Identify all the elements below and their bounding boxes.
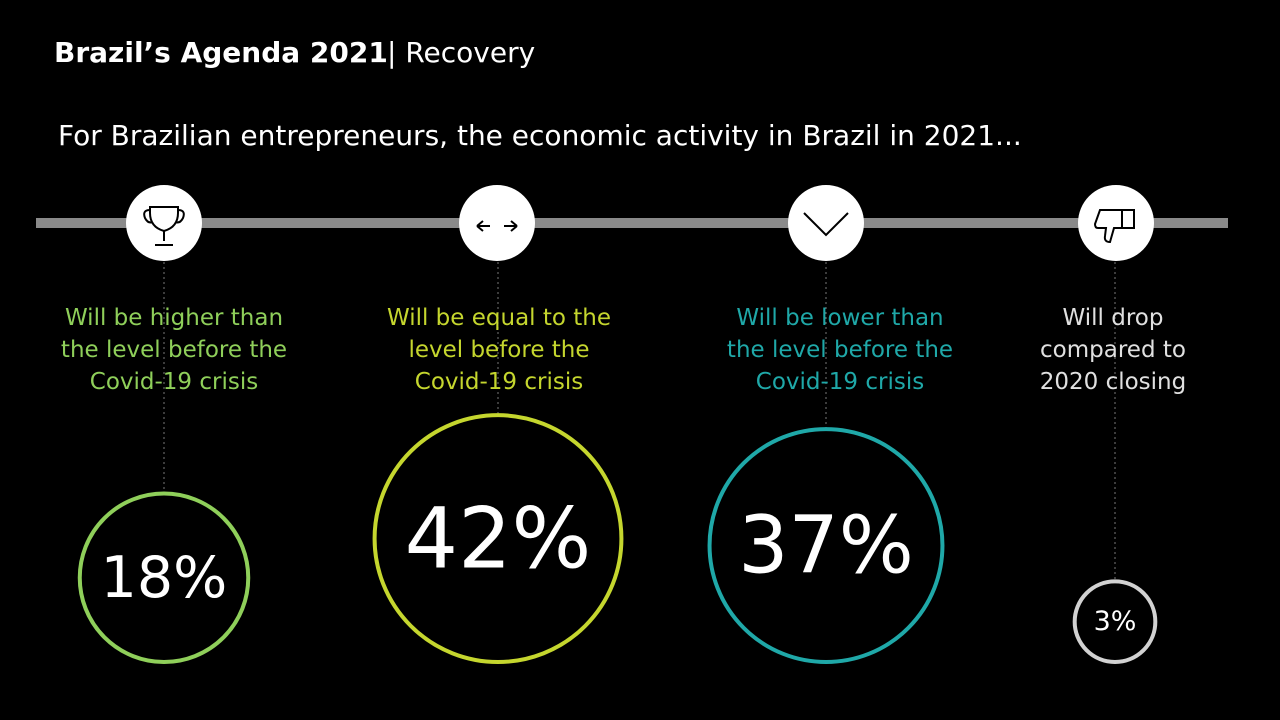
bubble xyxy=(707,427,945,664)
category-label: Will be higher than the level before the… xyxy=(60,305,288,395)
value-label: 42% xyxy=(405,490,592,588)
subtitle: For Brazilian entrepreneurs, the economi… xyxy=(58,119,1022,152)
bubble xyxy=(372,413,624,664)
category-label: Will be lower than the level before the … xyxy=(726,305,954,395)
value-label: 18% xyxy=(101,545,228,611)
bubble xyxy=(1072,579,1158,664)
category-label: Will be equal to the level before the Co… xyxy=(386,305,612,395)
icons xyxy=(126,185,1154,261)
value-label: 37% xyxy=(738,500,914,592)
title: Brazil’s Agenda 2021 xyxy=(54,36,388,69)
section: | Recovery xyxy=(387,36,535,69)
value-label: 3% xyxy=(1094,606,1137,637)
bubble xyxy=(77,491,251,664)
category-label: Will drop compared to 2020 closing xyxy=(1039,305,1187,395)
